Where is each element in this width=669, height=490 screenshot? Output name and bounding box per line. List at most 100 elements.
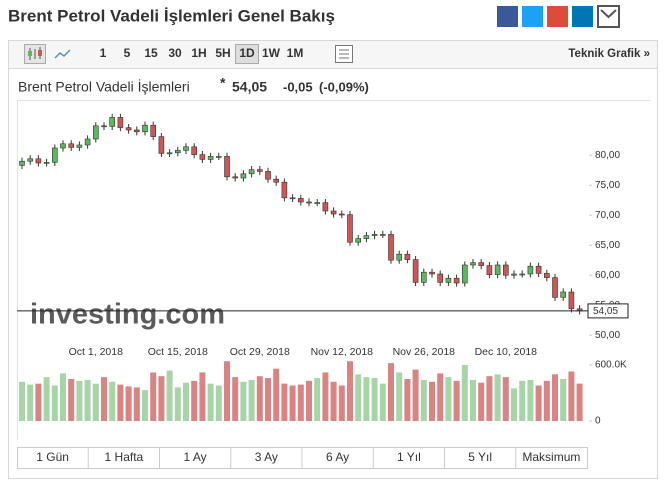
- y-tick-label: 65,00: [595, 240, 620, 251]
- candle-body: [338, 213, 345, 216]
- interval-button[interactable]: 30: [168, 46, 182, 60]
- volume-bar: [224, 361, 230, 421]
- x-tick-label: Oct 1, 2018: [69, 346, 123, 358]
- volume-bar: [486, 376, 493, 421]
- candle-body: [240, 173, 247, 179]
- candle-body: [273, 178, 280, 183]
- candle-body: [35, 158, 42, 164]
- volume-bar: [35, 383, 42, 421]
- volume-bar: [281, 383, 288, 421]
- candle-body: [453, 277, 460, 284]
- volume-bar: [478, 382, 485, 421]
- candle-body: [101, 125, 107, 128]
- candle-body: [68, 143, 74, 148]
- volume-bar: [191, 380, 198, 421]
- volume-bar: [84, 379, 91, 421]
- candle-body: [412, 259, 419, 283]
- interval-button[interactable]: 1: [100, 46, 107, 60]
- candle-body: [297, 198, 304, 203]
- twitter-icon[interactable]: [522, 6, 543, 27]
- quote-change-percent: (-0,09%): [319, 79, 369, 94]
- range-button[interactable]: 6 Ay: [326, 450, 349, 464]
- range-button[interactable]: 1 Gün: [36, 450, 69, 464]
- candle-body: [470, 262, 476, 266]
- volume-bar: [133, 387, 140, 421]
- candle-body: [60, 143, 66, 149]
- volume-bar: [494, 374, 501, 421]
- technical-chart-link[interactable]: Teknik Grafik »: [568, 48, 650, 60]
- volume-bar: [125, 386, 132, 421]
- candle-body: [248, 169, 255, 175]
- candle-body: [535, 265, 542, 274]
- google-icon[interactable]: [547, 6, 568, 27]
- volume-bar: [19, 381, 25, 421]
- volume-bar: [363, 377, 370, 421]
- candle-body: [224, 156, 230, 178]
- settings-glyph: [339, 49, 349, 59]
- x-tick-label: Oct 15, 2018: [148, 346, 208, 358]
- volume-tick-label: 0: [595, 416, 601, 427]
- interval-button[interactable]: 1M: [287, 46, 304, 60]
- interval-button[interactable]: 1W: [262, 46, 281, 60]
- candle-body: [199, 154, 206, 160]
- y-tick-label: 80,00: [595, 150, 620, 161]
- volume-bar: [306, 380, 312, 421]
- range-button[interactable]: 5 Yıl: [468, 450, 492, 464]
- volume-bar: [297, 384, 304, 421]
- volume-bar: [429, 381, 435, 421]
- candle-body: [347, 214, 353, 243]
- interval-button[interactable]: 5: [124, 46, 131, 60]
- volume-bar: [412, 369, 419, 421]
- interval-button[interactable]: 15: [144, 46, 158, 60]
- candle-glyph: [28, 51, 32, 56]
- candle-body: [379, 234, 386, 236]
- interval-button[interactable]: 1D: [239, 46, 255, 60]
- candle-body: [158, 136, 165, 154]
- candle-body: [437, 273, 444, 283]
- volume-bar: [166, 370, 173, 421]
- last-price-label: 54,05: [593, 306, 618, 317]
- range-button[interactable]: 1 Yıl: [397, 450, 421, 464]
- range-button[interactable]: 1 Hafta: [105, 450, 144, 464]
- volume-bar: [183, 382, 189, 421]
- candle-body: [355, 238, 362, 243]
- volume-bar: [215, 385, 222, 421]
- range-button[interactable]: 1 Ay: [184, 450, 207, 464]
- line-type-button[interactable]: [54, 49, 71, 59]
- volume-bar: [568, 371, 575, 421]
- candle-body: [568, 291, 575, 310]
- volume-bar: [527, 379, 534, 421]
- candle-body: [191, 146, 197, 155]
- volume-bar: [142, 390, 148, 421]
- volume-bar: [109, 381, 116, 421]
- volume-bar: [502, 377, 509, 421]
- volume-bar: [117, 384, 124, 421]
- candle-body: [175, 150, 181, 154]
- candle-body: [93, 125, 99, 140]
- interval-button[interactable]: 1H: [191, 46, 206, 60]
- volume-bar: [101, 377, 107, 421]
- interval-button[interactable]: 5H: [215, 46, 230, 60]
- volume-bar: [207, 383, 214, 421]
- x-tick-label: Nov 26, 2018: [393, 346, 456, 358]
- candle-body: [142, 124, 148, 133]
- facebook-icon[interactable]: [497, 6, 518, 27]
- linkedin-icon[interactable]: [572, 6, 593, 27]
- volume-bar: [453, 380, 460, 421]
- candle-body: [19, 160, 25, 166]
- volume-bar: [388, 363, 394, 421]
- candle-body: [511, 273, 517, 276]
- candle-body: [216, 156, 222, 158]
- volume-bar: [338, 385, 345, 421]
- volume-bar: [174, 387, 181, 421]
- candle-body: [494, 264, 501, 275]
- candle-glyph: [38, 50, 42, 56]
- range-button[interactable]: Maksimum: [522, 450, 580, 464]
- candle-body: [256, 169, 263, 172]
- candle-body: [134, 129, 140, 133]
- range-button[interactable]: 3 Ay: [255, 450, 278, 464]
- volume-bar: [535, 385, 542, 421]
- volume-bar: [314, 378, 321, 421]
- candle-body: [27, 158, 34, 162]
